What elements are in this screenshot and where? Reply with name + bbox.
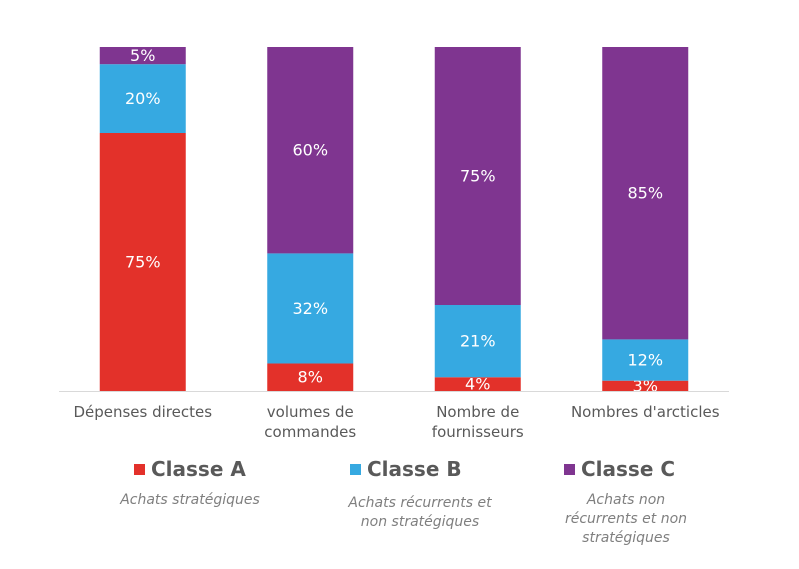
bar-segment-classe-a-0 (99, 133, 186, 391)
data-label: 5% (130, 46, 155, 65)
legend-item-classe-c: Classe C (564, 457, 675, 481)
data-label: 32% (292, 299, 328, 318)
data-label: 85% (627, 184, 663, 203)
data-label: 8% (298, 368, 323, 387)
bar-segment-classe-a-3 (602, 380, 689, 391)
data-label: 12% (627, 351, 663, 370)
bar-segment-classe-c-3 (602, 47, 689, 340)
category-label: Nombre de fournisseurs (432, 403, 524, 441)
data-label: 60% (292, 141, 328, 160)
legend-swatch-classe-c (564, 463, 575, 475)
bar-segment-classe-c-1 (267, 47, 354, 254)
data-label: 75% (460, 167, 496, 186)
bar-segment-classe-c-2 (434, 47, 521, 305)
legend-label-classe-b: Classe B (367, 457, 462, 481)
data-label: 75% (125, 253, 161, 272)
legend-item-classe-b: Classe B (350, 457, 462, 481)
bar-segment-classe-b-0 (99, 64, 186, 133)
data-label: 3% (633, 376, 658, 395)
legend-item-classe-a: Classe A (134, 457, 246, 481)
data-label: 21% (460, 332, 496, 351)
legend-description-line: Achats récurrents et (348, 495, 492, 511)
bar-segment-classe-b-3 (602, 339, 689, 381)
legend-description-line: non stratégiques (360, 514, 480, 530)
legend-description-classe-a: Achats stratégiques (90, 491, 290, 510)
legend-swatch-classe-b (350, 463, 361, 475)
bar-segment-classe-c-0 (99, 47, 186, 65)
legend-label-classe-a: Classe A (151, 457, 246, 481)
legend-description-classe-c: Achats non récurrents et non stratégique… (526, 491, 726, 548)
bar-segment-classe-b-1 (267, 253, 354, 364)
legend-description-line: Achats non (586, 492, 666, 508)
bar-segment-classe-a-2 (434, 377, 521, 391)
legend-description-line: Achats stratégiques (120, 492, 260, 508)
category-label: Nombres d'arcticles (571, 403, 720, 421)
legend-swatch-classe-a (134, 463, 145, 475)
legend-description-line: récurrents et non (564, 511, 688, 527)
data-label: 20% (125, 89, 161, 108)
bar-segment-classe-b-2 (434, 305, 521, 378)
data-label: 4% (465, 375, 490, 394)
category-label: volumes de commandes (264, 403, 356, 441)
legend-description-line: stratégiques (582, 530, 670, 546)
legend-description-classe-b: Achats récurrents et non stratégiques (320, 494, 520, 532)
category-label: Dépenses directes (73, 403, 212, 421)
legend-label-classe-c: Classe C (581, 457, 676, 481)
bar-segment-classe-a-1 (267, 363, 354, 391)
